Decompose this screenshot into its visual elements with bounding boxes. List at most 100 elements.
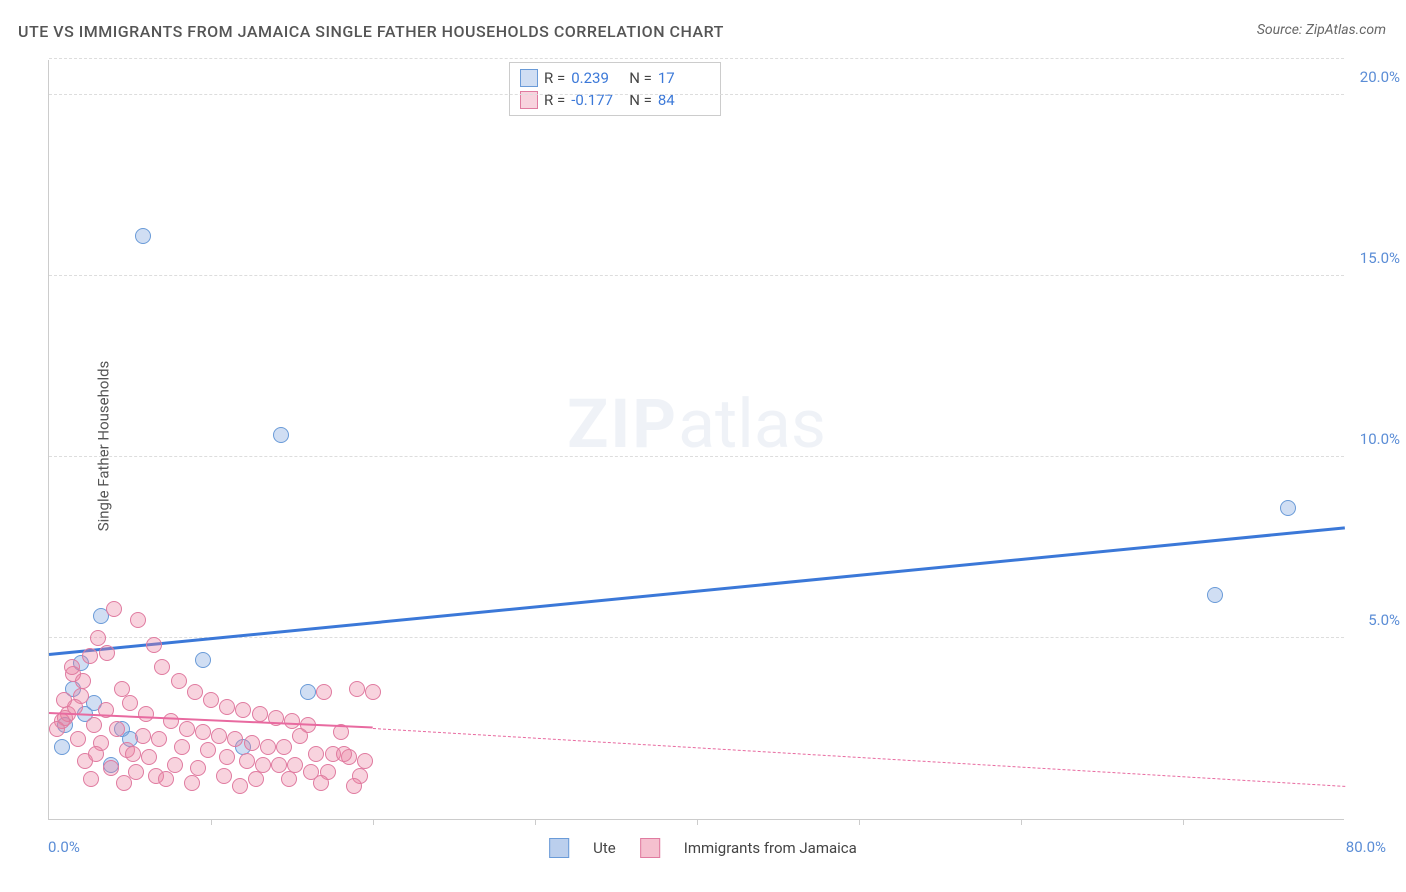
data-point	[232, 778, 248, 794]
data-point	[187, 684, 203, 700]
data-point	[271, 757, 287, 773]
data-point	[308, 746, 324, 762]
legend-label: Ute	[593, 839, 616, 857]
data-point	[171, 673, 187, 689]
data-point	[109, 721, 125, 737]
x-tick-mark	[697, 819, 698, 825]
data-point	[158, 771, 174, 787]
data-point	[146, 637, 162, 653]
x-tick-mark	[373, 819, 374, 825]
x-tick-mark	[1183, 819, 1184, 825]
bottom-legend: Ute Immigrants from Jamaica	[549, 838, 857, 858]
n-value: 17	[658, 69, 710, 87]
data-point	[114, 681, 130, 697]
data-point	[138, 706, 154, 722]
data-point	[1207, 587, 1223, 603]
legend-label: Immigrants from Jamaica	[684, 839, 857, 857]
source-attribution: Source: ZipAtlas.com	[1257, 22, 1386, 38]
n-label: N =	[629, 69, 652, 87]
data-point	[260, 739, 276, 755]
data-point	[163, 713, 179, 729]
data-point	[276, 739, 292, 755]
y-tick-label: 10.0%	[1360, 430, 1400, 448]
x-tick-mark	[211, 819, 212, 825]
data-point	[239, 753, 255, 769]
data-point	[219, 749, 235, 765]
data-point	[1280, 500, 1296, 516]
data-point	[336, 746, 352, 762]
data-point	[184, 775, 200, 791]
x-tick-mark	[1021, 819, 1022, 825]
chart-container: UTE VS IMMIGRANTS FROM JAMAICA SINGLE FA…	[0, 0, 1406, 892]
watermark: ZIPatlas	[567, 384, 826, 464]
gridline	[49, 456, 1344, 457]
watermark-rest: atlas	[678, 384, 826, 464]
data-point	[219, 699, 235, 715]
data-point	[227, 731, 243, 747]
data-point	[281, 771, 297, 787]
gridline	[49, 275, 1344, 276]
data-point	[313, 775, 329, 791]
data-point	[103, 760, 119, 776]
data-point	[154, 659, 170, 675]
correlation-info-box: R =0.239N =17R =-0.177N =84	[509, 62, 721, 116]
data-point	[349, 681, 365, 697]
data-point	[200, 742, 216, 758]
data-point	[125, 746, 141, 762]
trend-line	[373, 728, 1345, 787]
data-point	[64, 659, 80, 675]
data-point	[179, 721, 195, 737]
y-tick-label: 5.0%	[1368, 611, 1400, 629]
x-axis-max-label: 80.0%	[1346, 838, 1386, 856]
legend-swatch	[640, 838, 660, 858]
data-point	[75, 673, 91, 689]
data-point	[116, 775, 132, 791]
data-point	[106, 601, 122, 617]
chart-title: UTE VS IMMIGRANTS FROM JAMAICA SINGLE FA…	[18, 22, 724, 41]
data-point	[49, 721, 65, 737]
data-point	[244, 735, 260, 751]
legend-swatch	[549, 838, 569, 858]
y-tick-label: 15.0%	[1360, 249, 1400, 267]
gridline	[49, 94, 1344, 95]
data-point	[248, 771, 264, 787]
data-point	[56, 692, 72, 708]
data-point	[83, 771, 99, 787]
data-point	[195, 724, 211, 740]
y-tick-label: 20.0%	[1360, 68, 1400, 86]
data-point	[88, 746, 104, 762]
data-point	[252, 706, 268, 722]
data-point	[292, 728, 308, 744]
gridline	[49, 637, 1344, 638]
data-point	[122, 695, 138, 711]
r-label: R =	[544, 69, 565, 87]
watermark-bold: ZIP	[567, 384, 678, 464]
data-point	[216, 768, 232, 784]
data-point	[90, 630, 106, 646]
data-point	[300, 684, 316, 700]
r-value: 0.239	[571, 69, 623, 87]
x-tick-mark	[535, 819, 536, 825]
gridline	[49, 58, 1344, 59]
data-point	[130, 612, 146, 628]
data-point	[346, 778, 362, 794]
data-point	[86, 717, 102, 733]
legend-swatch	[520, 69, 538, 87]
data-point	[82, 648, 98, 664]
data-point	[365, 684, 381, 700]
data-point	[135, 228, 151, 244]
data-point	[211, 728, 227, 744]
x-tick-mark	[859, 819, 860, 825]
x-axis-min-label: 0.0%	[48, 838, 80, 856]
data-point	[203, 692, 219, 708]
data-point	[273, 427, 289, 443]
data-point	[70, 731, 86, 747]
data-point	[135, 728, 151, 744]
data-point	[99, 645, 115, 661]
data-point	[195, 652, 211, 668]
data-point	[235, 702, 251, 718]
data-point	[316, 684, 332, 700]
data-point	[174, 739, 190, 755]
data-point	[167, 757, 183, 773]
data-point	[151, 731, 167, 747]
